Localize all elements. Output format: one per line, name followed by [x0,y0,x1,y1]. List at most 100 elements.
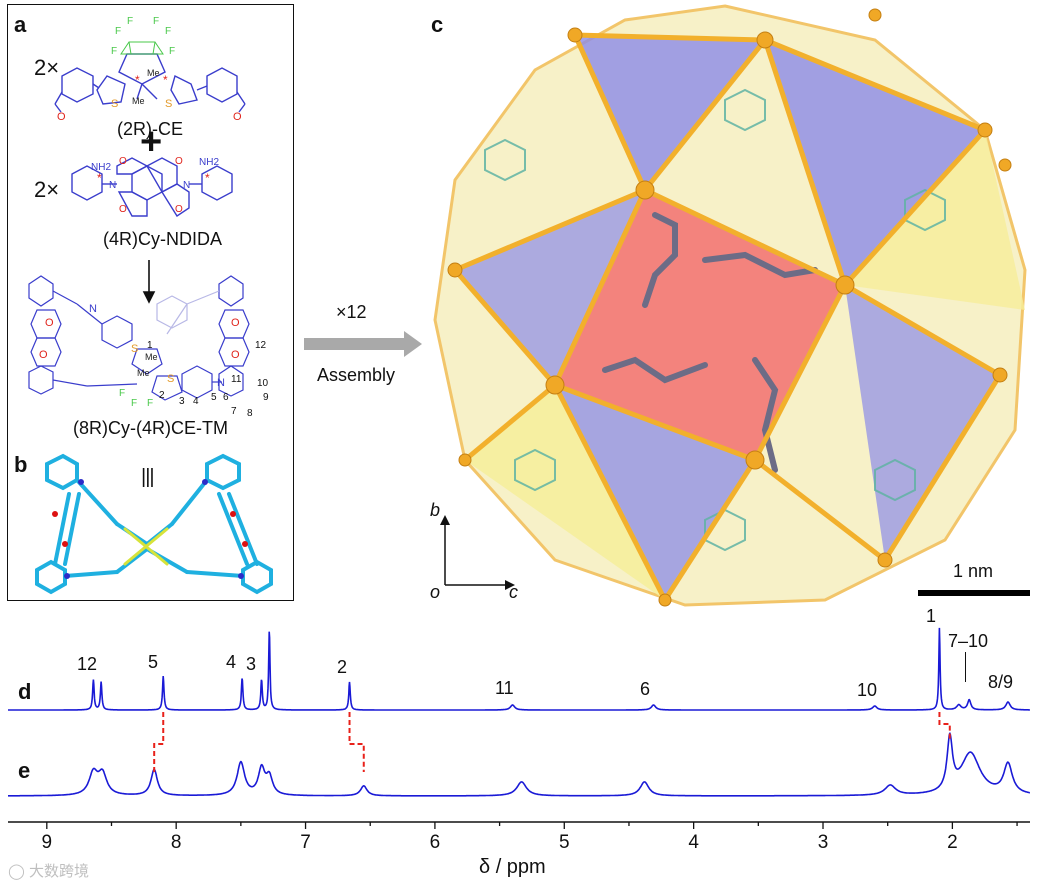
atom-o: O [231,349,240,361]
scale-bar-label: 1 nm [953,561,994,581]
scheme-panel-box [7,4,294,601]
atom-o: O [233,111,242,123]
chemical-structures: F F F F F F S S Me Me O O * * NH2 NH2 N … [28,16,273,595]
atom-o: O [119,204,127,215]
axis-o-label: o [430,582,441,602]
crystal-n [64,479,244,579]
panel-d-letter: d [18,679,32,704]
position-number: 1 [147,340,153,351]
atom-o: O [119,156,127,167]
tick-label: 7 [300,832,311,853]
compound-ce-label: (2R)-CE [117,119,183,139]
atom-n: N [183,180,190,191]
bracket-line [965,652,966,682]
svg-text:*: * [97,171,102,185]
methyl: Me [147,68,160,78]
x-axis-ticks: 9 8 7 6 5 4 3 2 [42,822,1018,853]
ce-cf-bonds [120,41,164,55]
atom-f: F [119,388,125,399]
crystal-structure-b [35,453,273,595]
tick-label: 3 [818,832,829,853]
panel-e-letter: e [18,758,31,783]
amine-label: NH2 [199,157,219,168]
atom-f: F [115,26,121,37]
atom-n: N [217,377,225,389]
ndida-structure [71,157,233,217]
assembly-arrow [304,331,422,357]
ce-structure [54,53,246,113]
product-numbering: 1 2 3 4 5 6 7 8 9 10 11 12 [147,340,269,419]
ndida-atoms: NH2 NH2 N N O O O O * * [91,156,219,215]
atom-f: F [147,398,153,409]
position-number: 12 [255,340,267,351]
core-ligands [602,212,818,473]
svg-text:*: * [205,171,210,185]
atom-s: S [167,373,174,385]
atom-s: S [111,98,118,110]
watermark-icon: ◯ [8,863,25,880]
tick-label: 5 [559,832,570,853]
atom-n: N [109,180,116,191]
correlation-link [348,712,365,772]
tick-label: 8 [171,832,182,853]
compound-product-label: (8R)Cy-(4R)CE-TM [73,418,228,438]
spectrum-d [8,627,1030,711]
multiplier-12: ×12 [336,302,367,322]
product-back-faded [156,290,220,335]
crystal-heteroatoms [52,511,248,547]
position-number: 3 [179,396,185,407]
assembly-label: Assembly [317,365,396,385]
correlation-link [938,712,951,740]
x-axis-title: δ / ppm [479,856,546,878]
compound-ndida-label: (4R)Cy-NDIDA [103,229,222,249]
peak-label: 5 [148,652,159,672]
multiplier-ndida: 2× [34,177,60,202]
position-number: 9 [263,392,269,403]
watermark: ◯ 大数跨境 [8,860,89,881]
cage-edges [453,32,1003,602]
position-number: 2 [159,390,165,401]
amine-label: NH2 [91,162,111,173]
peak-label: 2 [337,657,348,677]
svg-text:*: * [163,73,168,87]
atom-f: F [131,398,137,409]
cage-vertices [447,8,1012,607]
equivalence-mark: ||| [141,466,155,488]
tick-label: 2 [947,832,958,853]
multiplier-ce: 2× [34,55,60,80]
tick-label: 9 [42,832,53,853]
peak-label: 3 [246,654,257,674]
atom-f: F [169,46,175,57]
position-number: 10 [257,378,269,389]
atom-s: S [131,343,138,355]
correlation-link [153,712,165,772]
atom-o: O [57,111,66,123]
product-structure [28,275,250,401]
orientation-axes [440,515,515,590]
position-number: 8 [247,408,253,419]
methyl: Me [145,352,158,362]
panel-b-letter: b [14,452,28,477]
position-number: 7 [231,406,237,417]
reaction-arrow [142,260,156,304]
methyl: Me [137,368,150,378]
peak-label: 6 [640,679,651,699]
axis-b-label: b [430,500,441,520]
position-number: 5 [211,392,217,403]
polyhedron-cage [433,4,1027,607]
plus-sign: + [140,121,163,163]
methyl: Me [132,96,145,106]
scale-bar [918,590,1030,596]
axis-c-label: c [509,582,518,602]
atom-o: O [175,156,183,167]
peak-label: 8/9 [988,672,1014,692]
peak-label: 12 [77,654,98,674]
position-number: 11 [231,374,242,385]
atom-f: F [111,46,117,57]
atom-o: O [39,349,48,361]
atom-f: F [153,16,159,27]
atom-f: F [127,16,133,27]
ce-fluorines: F F F F F F [111,16,175,57]
panel-c-letter: c [431,12,444,37]
peak-label: 1 [926,606,937,626]
